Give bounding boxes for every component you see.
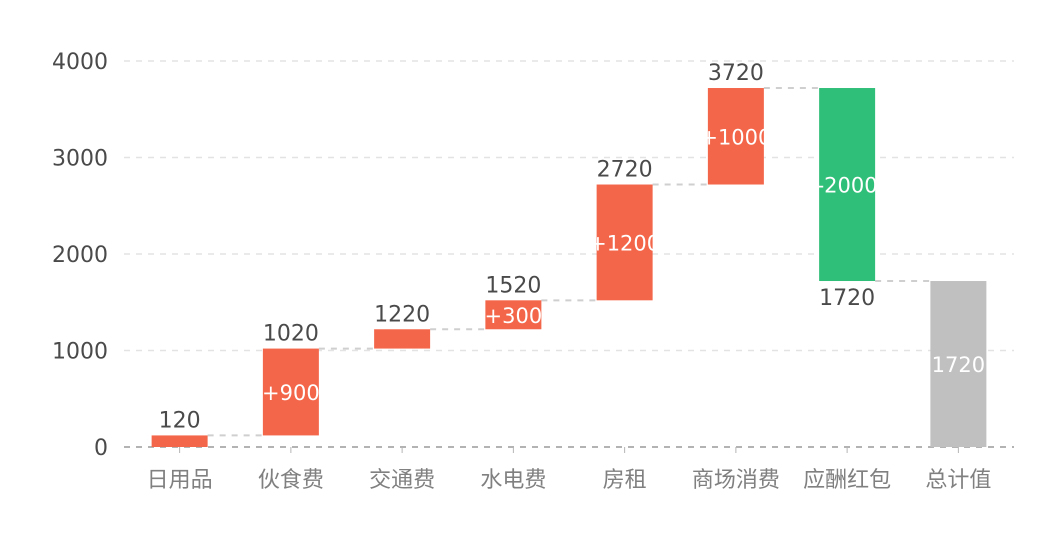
value-label: 1720 [819, 286, 875, 311]
value-label: 1520 [485, 273, 541, 298]
bar-increase [151, 435, 208, 447]
y-tick-label: 3000 [52, 147, 108, 172]
delta-label: +1000 [700, 125, 771, 149]
value-label: 3720 [708, 61, 764, 86]
y-tick-label: 4000 [52, 50, 108, 75]
bar-total [930, 281, 987, 447]
x-tick-label: 房租 [603, 468, 647, 493]
bar-decrease [819, 88, 876, 282]
x-tick-label: 日用品 [147, 468, 213, 493]
value-label: 2720 [597, 158, 653, 183]
bar-increase [596, 184, 653, 301]
bar-increase [262, 348, 319, 436]
delta-label: -2000 [817, 174, 878, 198]
bar-increase [374, 329, 431, 349]
y-tick-label: 2000 [52, 243, 108, 268]
value-label: 120 [159, 408, 201, 433]
delta-label: 1720 [932, 353, 985, 377]
value-label: 1020 [263, 322, 319, 347]
bar-increase [707, 88, 764, 185]
x-tick-label: 交通费 [369, 468, 435, 493]
value-label: 1220 [374, 302, 430, 327]
y-tick-label: 1000 [52, 340, 108, 365]
x-tick-label: 水电费 [480, 468, 546, 493]
delta-label: +300 [485, 304, 543, 328]
x-tick-label: 伙食费 [258, 468, 324, 493]
x-tick-label: 总计值 [925, 468, 991, 493]
y-tick-label: 0 [94, 436, 108, 461]
delta-label: +1200 [589, 231, 660, 255]
x-tick-label: 应酬红包 [803, 468, 891, 493]
x-tick-label: 商场消费 [692, 468, 780, 493]
bar-increase [485, 300, 542, 330]
delta-label: +900 [262, 381, 320, 405]
